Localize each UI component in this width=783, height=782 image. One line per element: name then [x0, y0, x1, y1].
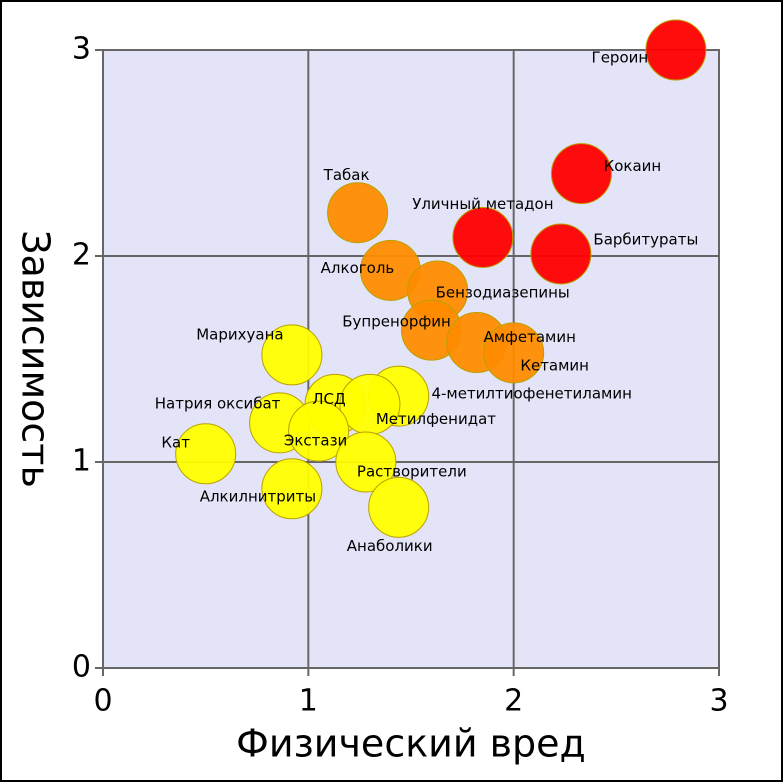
point-label: Уличный метадон	[412, 195, 553, 213]
point-label: 4-метилтиофенетиламин	[431, 385, 631, 403]
point-label: Кетамин	[520, 356, 589, 374]
point-label: Амфетамин	[483, 328, 575, 346]
point-label: Растворители	[357, 463, 467, 481]
plot-area	[102, 49, 720, 669]
point	[261, 458, 323, 520]
y-axis-label: Зависимость	[14, 230, 58, 488]
point-label: Кокаин	[604, 157, 662, 175]
point-label: Метилфенидат	[376, 410, 496, 428]
point	[335, 431, 397, 493]
x-tick-label: 1	[299, 684, 318, 719]
point	[327, 182, 389, 244]
point-label: Бупренорфин	[342, 313, 451, 331]
x-tick-label: 2	[504, 684, 523, 719]
point-label: Табак	[323, 166, 370, 184]
point-label: Барбитураты	[593, 230, 698, 248]
point-label: Кат	[161, 433, 190, 451]
point	[550, 143, 612, 205]
point	[530, 223, 592, 285]
point	[368, 476, 430, 538]
point	[645, 19, 707, 81]
y-tick-label: 3	[72, 32, 91, 67]
point-label: Натрия оксибат	[155, 394, 281, 412]
y-tick-label: 2	[72, 238, 91, 273]
x-axis-label: Физический вред	[236, 722, 586, 766]
point	[452, 206, 514, 268]
point-label: Анаболики	[347, 537, 433, 555]
x-tick-label: 3	[709, 684, 728, 719]
y-tick-label: 1	[72, 444, 91, 479]
point-label: Героин	[592, 49, 649, 67]
x-tick-label: 0	[93, 684, 112, 719]
point	[175, 423, 237, 485]
point	[288, 400, 350, 462]
point-label: Марихуана	[196, 325, 283, 343]
point	[483, 322, 545, 384]
y-tick-label: 0	[72, 650, 91, 685]
point-label: ЛСД	[312, 390, 345, 408]
point-label: Алкоголь	[321, 259, 395, 277]
point	[261, 324, 323, 386]
point-label: Бензодиазепины	[436, 284, 570, 302]
point-label: Экстази	[284, 432, 347, 450]
point-label: Алкилнитриты	[200, 487, 316, 505]
